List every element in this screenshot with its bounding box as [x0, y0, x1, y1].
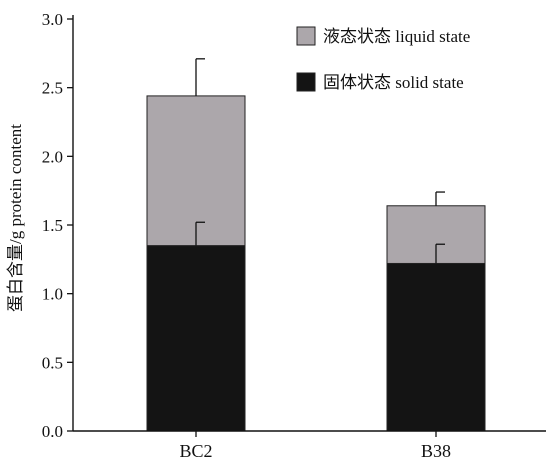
- axes-group: BC2 B38 0.0 0.5 1.0 1.5 2.0 2.5 3.0: [42, 10, 546, 460]
- x-tick-label-bc2: BC2: [179, 441, 212, 460]
- bar-bc2-series-1: [146, 95, 246, 247]
- legend-swatch-1: [296, 72, 316, 92]
- y-tick-label-5: 2.5: [42, 79, 63, 98]
- y-tick-label-0: 0.0: [42, 422, 63, 441]
- error-bars-group: [195, 58, 445, 264]
- legend-label-0: 液态状态 liquid state: [323, 27, 470, 46]
- y-tick-label-6: 3.0: [42, 10, 63, 29]
- x-tick-label-b38: B38: [421, 441, 451, 460]
- bar-b38-series-0: [386, 262, 486, 432]
- y-axis-title: 蛋白含量/g protein content: [6, 124, 25, 312]
- y-tick-label-1: 0.5: [42, 353, 63, 372]
- legend-label-1: 固体状态 solid state: [323, 73, 464, 92]
- legend-swatch-0: [296, 26, 316, 46]
- bar-bc2-series-0: [146, 245, 246, 432]
- y-tick-label-4: 2.0: [42, 147, 63, 166]
- y-tick-label-3: 1.5: [42, 216, 63, 235]
- bars-group: [146, 95, 486, 432]
- y-tick-label-2: 1.0: [42, 285, 63, 304]
- legend: 液态状态 liquid state 固体状态 solid state: [296, 26, 470, 92]
